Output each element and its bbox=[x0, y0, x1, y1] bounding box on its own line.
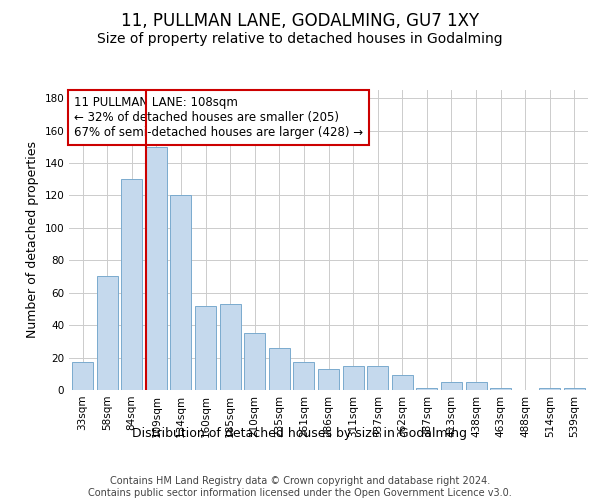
Bar bbox=[72, 362, 93, 390]
Bar bbox=[539, 388, 560, 390]
Bar bbox=[318, 369, 339, 390]
Text: 11, PULLMAN LANE, GODALMING, GU7 1XY: 11, PULLMAN LANE, GODALMING, GU7 1XY bbox=[121, 12, 479, 30]
Bar bbox=[416, 388, 437, 390]
Text: Size of property relative to detached houses in Godalming: Size of property relative to detached ho… bbox=[97, 32, 503, 46]
Text: Contains HM Land Registry data © Crown copyright and database right 2024.
Contai: Contains HM Land Registry data © Crown c… bbox=[88, 476, 512, 498]
Bar bbox=[121, 179, 142, 390]
Bar bbox=[97, 276, 118, 390]
Bar bbox=[244, 333, 265, 390]
Bar bbox=[441, 382, 462, 390]
Bar bbox=[293, 362, 314, 390]
Y-axis label: Number of detached properties: Number of detached properties bbox=[26, 142, 39, 338]
Text: Distribution of detached houses by size in Godalming: Distribution of detached houses by size … bbox=[133, 428, 467, 440]
Bar bbox=[490, 388, 511, 390]
Bar bbox=[146, 147, 167, 390]
Bar bbox=[564, 388, 585, 390]
Bar bbox=[269, 348, 290, 390]
Bar bbox=[367, 366, 388, 390]
Bar bbox=[343, 366, 364, 390]
Bar bbox=[392, 376, 413, 390]
Bar bbox=[170, 196, 191, 390]
Bar bbox=[195, 306, 216, 390]
Text: 11 PULLMAN LANE: 108sqm
← 32% of detached houses are smaller (205)
67% of semi-d: 11 PULLMAN LANE: 108sqm ← 32% of detache… bbox=[74, 96, 364, 139]
Bar bbox=[466, 382, 487, 390]
Bar bbox=[220, 304, 241, 390]
